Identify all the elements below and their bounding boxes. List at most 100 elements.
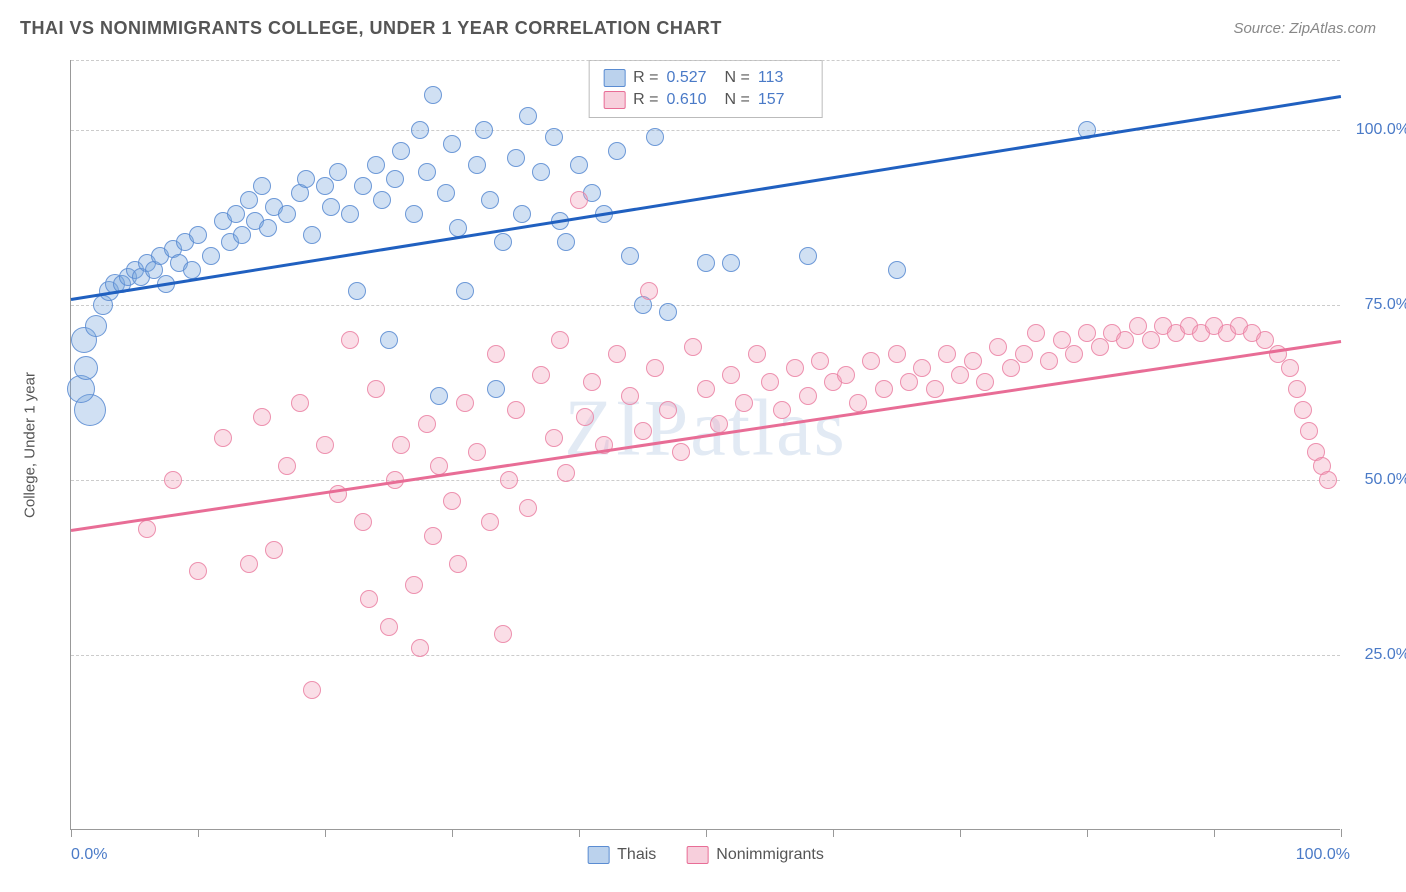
chart-source: Source: ZipAtlas.com: [1233, 20, 1376, 37]
data-point: [507, 401, 525, 419]
x-tick: [579, 829, 580, 837]
data-point: [303, 226, 321, 244]
data-point: [583, 373, 601, 391]
y-axis-title: College, Under 1 year: [22, 372, 39, 518]
data-point: [672, 443, 690, 461]
data-point: [1300, 422, 1318, 440]
data-point: [875, 380, 893, 398]
data-point: [735, 394, 753, 412]
data-point: [418, 163, 436, 181]
legend-r-value-thais: 0.527: [667, 69, 717, 87]
data-point: [424, 86, 442, 104]
data-point: [964, 352, 982, 370]
data-point: [303, 681, 321, 699]
data-point: [684, 338, 702, 356]
y-tick-label: 100.0%: [1356, 121, 1406, 139]
y-tick-label: 25.0%: [1365, 646, 1406, 664]
gridline: [71, 130, 1340, 131]
data-point: [659, 303, 677, 321]
data-point: [697, 380, 715, 398]
data-point: [519, 107, 537, 125]
data-point: [913, 359, 931, 377]
data-point: [697, 254, 715, 272]
data-point: [354, 177, 372, 195]
data-point: [487, 345, 505, 363]
data-point: [786, 359, 804, 377]
data-point: [481, 513, 499, 531]
legend-bottom: Thais Nonimmigrants: [587, 846, 824, 864]
gridline: [71, 480, 1340, 481]
data-point: [373, 191, 391, 209]
data-point: [291, 394, 309, 412]
data-point: [386, 170, 404, 188]
data-point: [532, 366, 550, 384]
data-point: [722, 366, 740, 384]
data-point: [799, 247, 817, 265]
data-point: [1116, 331, 1134, 349]
data-point: [1027, 324, 1045, 342]
data-point: [494, 625, 512, 643]
data-point: [926, 380, 944, 398]
data-point: [849, 394, 867, 412]
data-point: [411, 121, 429, 139]
data-point: [640, 282, 658, 300]
data-point: [341, 331, 359, 349]
data-point: [608, 142, 626, 160]
data-point: [545, 128, 563, 146]
x-tick: [1341, 829, 1342, 837]
data-point: [354, 513, 372, 531]
data-point: [322, 198, 340, 216]
data-point: [837, 366, 855, 384]
data-point: [1281, 359, 1299, 377]
data-point: [411, 639, 429, 657]
data-point: [570, 156, 588, 174]
data-point: [316, 436, 334, 454]
data-point: [189, 226, 207, 244]
data-point: [761, 373, 779, 391]
data-point: [424, 527, 442, 545]
data-point: [1002, 359, 1020, 377]
legend-item-nonimmigrants: Nonimmigrants: [686, 846, 824, 864]
data-point: [265, 541, 283, 559]
data-point: [405, 205, 423, 223]
gridline: [71, 305, 1340, 306]
data-point: [900, 373, 918, 391]
legend-n-label: N =: [725, 91, 750, 109]
data-point: [487, 380, 505, 398]
data-point: [367, 380, 385, 398]
x-tick: [325, 829, 326, 837]
swatch-pink-icon: [686, 846, 708, 864]
legend-label-thais: Thais: [617, 846, 656, 864]
data-point: [989, 338, 1007, 356]
data-point: [443, 135, 461, 153]
data-point: [233, 226, 251, 244]
data-point: [1294, 401, 1312, 419]
x-tick: [706, 829, 707, 837]
data-point: [799, 387, 817, 405]
x-tick: [198, 829, 199, 837]
data-point: [430, 387, 448, 405]
data-point: [748, 345, 766, 363]
data-point: [551, 331, 569, 349]
data-point: [976, 373, 994, 391]
legend-n-label: N =: [725, 69, 750, 87]
data-point: [227, 205, 245, 223]
plot-area: ZIPatlas R = 0.527 N = 113 R = 0.610 N =…: [70, 60, 1340, 830]
y-tick-label: 50.0%: [1365, 471, 1406, 489]
data-point: [74, 356, 98, 380]
data-point: [329, 163, 347, 181]
data-point: [85, 315, 107, 337]
x-tick: [1087, 829, 1088, 837]
legend-row-thais: R = 0.527 N = 113: [603, 67, 808, 89]
data-point: [456, 282, 474, 300]
data-point: [367, 156, 385, 174]
data-point: [494, 233, 512, 251]
data-point: [634, 422, 652, 440]
data-point: [214, 429, 232, 447]
chart-title: THAI VS NONIMMIGRANTS COLLEGE, UNDER 1 Y…: [20, 18, 722, 39]
data-point: [278, 205, 296, 223]
data-point: [576, 408, 594, 426]
data-point: [253, 408, 271, 426]
data-point: [811, 352, 829, 370]
legend-correlation: R = 0.527 N = 113 R = 0.610 N = 157: [588, 60, 823, 118]
